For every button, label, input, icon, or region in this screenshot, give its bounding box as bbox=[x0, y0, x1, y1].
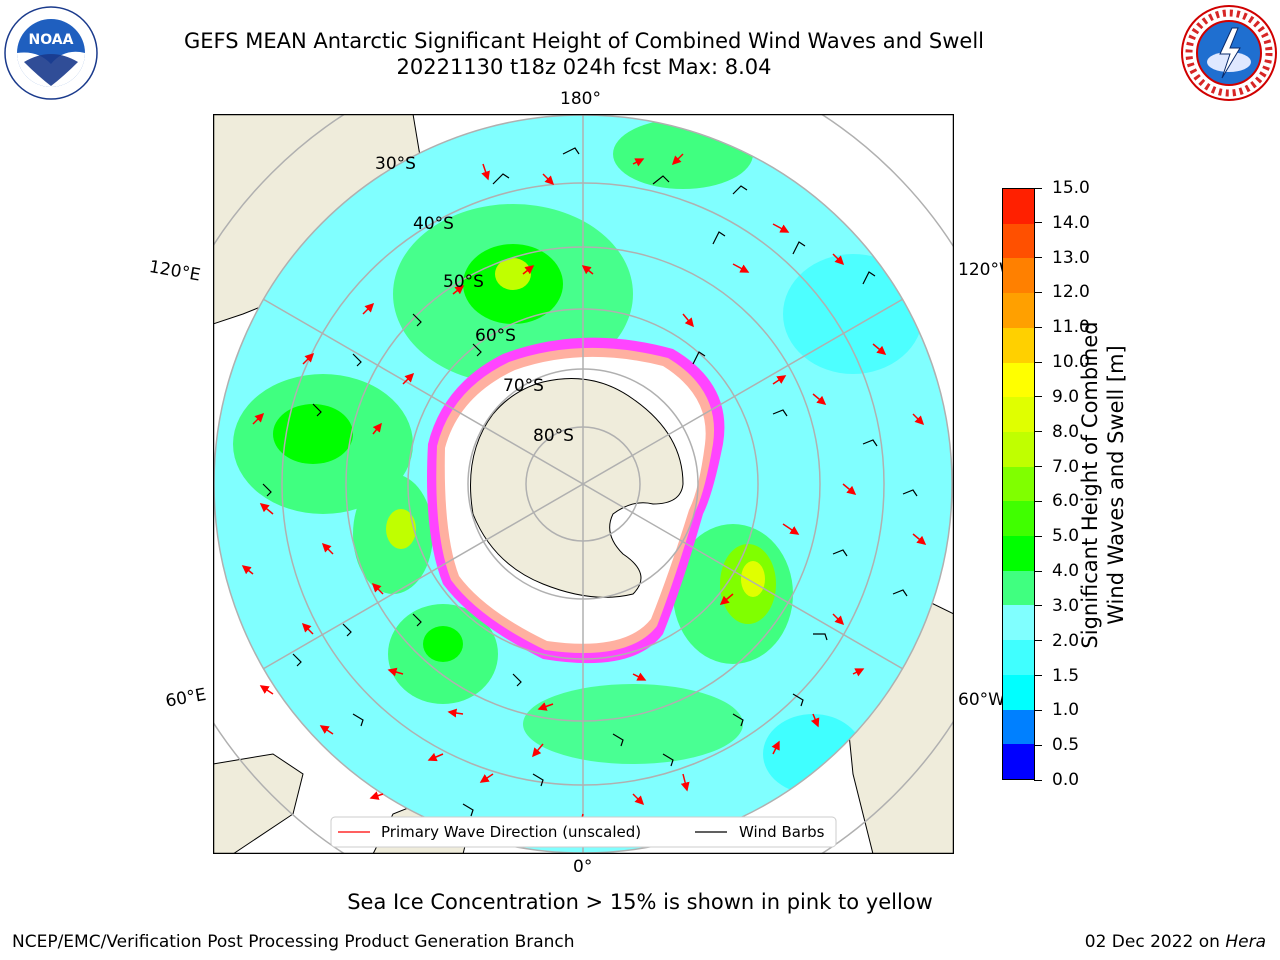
credit-date: 02 Dec 2022 on Hera bbox=[1085, 932, 1266, 952]
map-legend: Primary Wave Direction (unscaled) Wind B… bbox=[330, 816, 837, 848]
colorbar-tick-mark bbox=[1034, 396, 1042, 398]
colorbar-segment bbox=[1003, 258, 1034, 294]
colorbar-tick-label: 15.0 bbox=[1052, 178, 1090, 198]
colorbar-tick-label: 3.0 bbox=[1052, 595, 1080, 616]
colorbar-tick-label: 11.0 bbox=[1052, 317, 1090, 338]
colorbar-tick-mark bbox=[1034, 326, 1042, 328]
noaa-logo: NOAA bbox=[4, 6, 98, 100]
colorbar-tick-mark bbox=[1034, 500, 1042, 502]
colorbar-segment bbox=[1003, 501, 1034, 537]
colorbar-segment bbox=[1003, 709, 1034, 745]
wind-barbs bbox=[262, 147, 918, 817]
colorbar bbox=[1002, 188, 1035, 780]
colorbar-tick-mark bbox=[1034, 570, 1042, 572]
colorbar-segment bbox=[1003, 327, 1034, 363]
colorbar-tick-label: 0.0 bbox=[1052, 770, 1080, 790]
wave-direction-arrows bbox=[241, 153, 927, 831]
legend-wind-label: Wind Barbs bbox=[739, 823, 825, 841]
colorbar-segment bbox=[1003, 640, 1034, 675]
nws-logo bbox=[1181, 5, 1277, 101]
colorbar-tick-mark bbox=[1034, 535, 1042, 537]
credit-branch: NCEP/EMC/Verification Post Processing Pr… bbox=[12, 932, 575, 952]
lon-label-60e: 60°E bbox=[164, 684, 208, 712]
colorbar-label-line2: Wind Waves and Swell [m] bbox=[1104, 345, 1128, 625]
colorbar-tick-mark bbox=[1034, 291, 1042, 293]
svg-text:NOAA: NOAA bbox=[29, 32, 74, 48]
colorbar-tick-mark bbox=[1034, 222, 1042, 224]
colorbar-segment bbox=[1003, 605, 1034, 641]
lon-label-0: 0° bbox=[573, 857, 593, 877]
colorbar-tick-label: 10.0 bbox=[1052, 352, 1090, 373]
colorbar-tick-mark bbox=[1034, 361, 1042, 363]
colorbar-tick-mark bbox=[1034, 744, 1042, 746]
colorbar-segment bbox=[1003, 536, 1034, 571]
colorbar-segment bbox=[1003, 397, 1034, 432]
colorbar-tick-label: 1.0 bbox=[1052, 700, 1080, 721]
colorbar-segment bbox=[1003, 189, 1034, 224]
lon-label-60w: 60°W bbox=[958, 690, 1003, 710]
colorbar-tick-mark bbox=[1034, 466, 1042, 468]
colorbar-tick-mark bbox=[1034, 187, 1042, 189]
colorbar-segment bbox=[1003, 431, 1034, 467]
colorbar-tick-label: 6.0 bbox=[1052, 491, 1080, 512]
colorbar-label-line1: Significant Height of Combined bbox=[1078, 321, 1102, 649]
lon-label-120w: 120°W bbox=[958, 260, 1003, 280]
colorbar-tick-label: 14.0 bbox=[1052, 212, 1090, 233]
legend-wave-label: Primary Wave Direction (unscaled) bbox=[381, 823, 641, 841]
colorbar-segment bbox=[1003, 293, 1034, 328]
colorbar-segment bbox=[1003, 674, 1034, 710]
lat-label-50s: 50°S bbox=[443, 272, 484, 292]
colorbar-tick-label: 7.0 bbox=[1052, 456, 1080, 477]
colorbar-segment bbox=[1003, 744, 1034, 779]
lat-label-70s: 70°S bbox=[503, 376, 544, 396]
lon-label-120e: 120°E bbox=[147, 257, 202, 286]
colorbar-tick-mark bbox=[1034, 257, 1042, 259]
colorbar-segment bbox=[1003, 466, 1034, 502]
colorbar-tick-mark bbox=[1034, 431, 1042, 433]
sea-ice-note: Sea Ice Concentration > 15% is shown in … bbox=[347, 890, 933, 914]
colorbar-segment bbox=[1003, 570, 1034, 606]
lat-label-30s: 30°S bbox=[375, 154, 416, 174]
colorbar-segment bbox=[1003, 223, 1034, 259]
lon-label-180: 180° bbox=[560, 89, 601, 109]
colorbar-tick-label: 8.0 bbox=[1052, 421, 1080, 442]
colorbar-tick-label: 2.0 bbox=[1052, 630, 1080, 651]
colorbar-segment bbox=[1003, 362, 1034, 398]
colorbar-tick-mark bbox=[1034, 675, 1042, 677]
lat-label-80s: 80°S bbox=[533, 426, 574, 446]
colorbar-tick-label: 13.0 bbox=[1052, 247, 1090, 268]
colorbar-tick-label: 1.5 bbox=[1052, 665, 1080, 686]
colorbar-tick-mark bbox=[1034, 709, 1042, 711]
colorbar-tick-mark bbox=[1034, 779, 1042, 781]
colorbar-tick-mark bbox=[1034, 640, 1042, 642]
credit-date-text: 02 Dec 2022 on bbox=[1084, 932, 1226, 952]
lat-label-40s: 40°S bbox=[413, 214, 454, 234]
colorbar-tick-label: 12.0 bbox=[1052, 282, 1090, 303]
lat-label-60s: 60°S bbox=[475, 326, 516, 346]
polar-map: 30°S 40°S 50°S 60°S 70°S 80°S Primary Wa… bbox=[213, 114, 954, 854]
chart-subtitle: 20221130 t18z 024h fcst Max: 8.04 bbox=[396, 55, 772, 79]
colorbar-tick-label: 0.5 bbox=[1052, 735, 1080, 756]
colorbar-tick-label: 5.0 bbox=[1052, 526, 1080, 547]
colorbar-tick-label: 4.0 bbox=[1052, 561, 1080, 582]
colorbar-tick-mark bbox=[1034, 605, 1042, 607]
chart-title: GEFS MEAN Antarctic Significant Height o… bbox=[183, 29, 985, 53]
colorbar-tick-label: 9.0 bbox=[1052, 386, 1080, 407]
credit-host: Hera bbox=[1225, 932, 1266, 952]
